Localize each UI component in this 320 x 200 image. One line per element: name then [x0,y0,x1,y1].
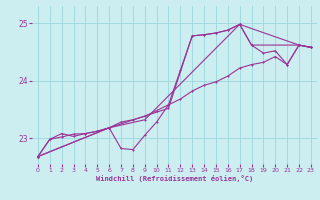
X-axis label: Windchill (Refroidissement éolien,°C): Windchill (Refroidissement éolien,°C) [96,175,253,182]
